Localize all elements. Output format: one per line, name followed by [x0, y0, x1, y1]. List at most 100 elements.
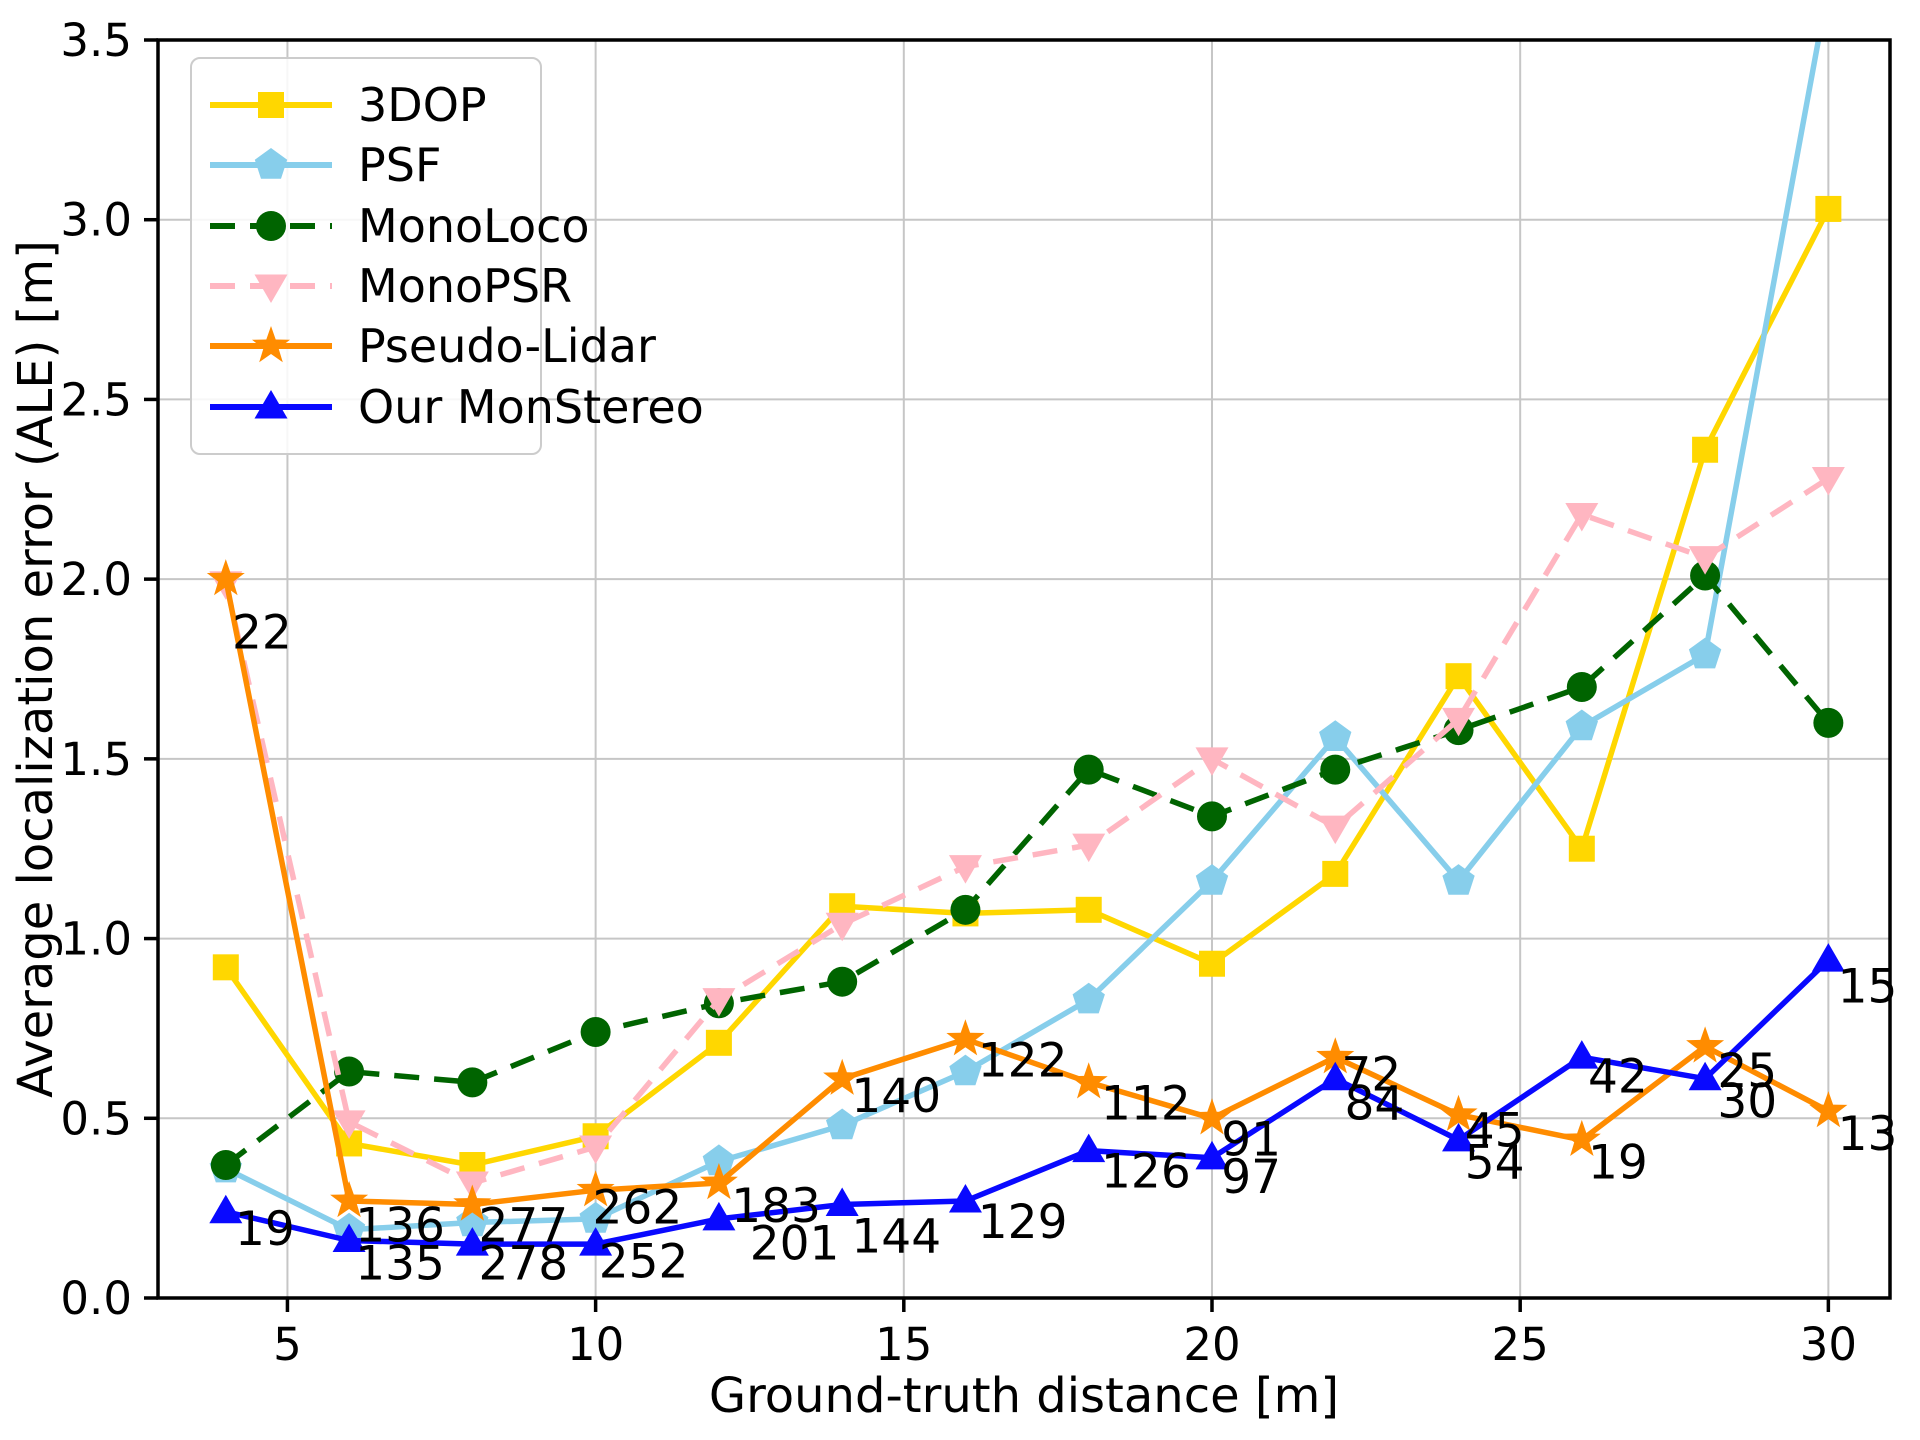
x-tick-label-25: 25 [1492, 1318, 1549, 1371]
y-tick-label-2: 2.0 [60, 553, 132, 606]
series-marker-monopsr-14 [825, 912, 859, 942]
y-tick-label-3.5: 3.5 [60, 14, 132, 67]
series-marker-pseudo-lidar-10 [576, 1170, 615, 1207]
y-tick-label-0.5: 0.5 [60, 1092, 132, 1145]
legend-label: 3DOP [358, 78, 487, 133]
series-marker-monopsr-18 [1072, 833, 1106, 863]
series-marker-3dop-24 [1445, 663, 1472, 690]
count-annotation-26: 15 [1838, 960, 1898, 1015]
series-marker-monopsr-24 [1442, 707, 1476, 737]
count-annotation-14: 112 [1101, 1076, 1191, 1131]
count-annotation-6: 262 [593, 1181, 683, 1236]
y-tick-label-3: 3.0 [60, 194, 132, 247]
series-marker-pseudo-lidar-12 [699, 1163, 738, 1200]
x-tick-label-15: 15 [875, 1318, 932, 1371]
legend-item-3dop: 3DOP [206, 75, 522, 135]
series-marker-psf-12 [702, 1144, 736, 1176]
series-marker-psf-14 [826, 1108, 859, 1140]
data-series [206, 40, 1848, 1256]
legend-label: PSF [358, 138, 442, 193]
count-annotation-19: 84 [1345, 1076, 1405, 1131]
series-marker-our-monstereo-4 [209, 1194, 243, 1224]
y-tick-label-1.5: 1.5 [60, 733, 132, 786]
legend-item-our-monstereo: Our MonStereo [206, 377, 704, 437]
series-marker-pseudo-lidar-26 [1562, 1119, 1601, 1156]
series-marker-psf-24 [1442, 864, 1475, 895]
x-tick-label-20: 20 [1183, 1318, 1240, 1371]
legend-item-monoloco: MonoLoco [206, 196, 590, 256]
series-marker-3dop-22 [1322, 860, 1349, 887]
series-marker-pseudo-lidar-14 [823, 1058, 862, 1095]
count-annotation-9: 201 [750, 1217, 840, 1272]
series-marker-pseudo-lidar-8 [453, 1184, 492, 1221]
series-marker-our-monstereo-12 [702, 1201, 736, 1231]
series-marker-our-monstereo-20 [1195, 1140, 1229, 1170]
series-marker-our-monstereo-28 [1688, 1061, 1722, 1091]
y-tick-label-1: 1.0 [60, 913, 132, 966]
series-marker-pseudo-lidar-28 [1686, 1026, 1725, 1063]
series-marker-3dop-18 [1075, 896, 1102, 923]
y-axis-label: Average localization error (ALE) [m] [8, 240, 64, 1098]
legend-swatch-monoloco [210, 210, 332, 241]
series-marker-pseudo-lidar-18 [1069, 1062, 1108, 1099]
series-marker-monopsr-22 [1318, 815, 1352, 845]
series-marker-psf-18 [1072, 982, 1105, 1014]
series-marker-psf-26 [1565, 709, 1598, 741]
series-marker-monoloco-8 [457, 1067, 488, 1098]
series-marker-3dop-4 [212, 954, 239, 981]
series-marker-our-monstereo-18 [1072, 1133, 1106, 1163]
series-marker-psf-10 [579, 1201, 612, 1233]
series-marker-our-monstereo-14 [825, 1187, 859, 1217]
series-line-3dop [223, 207, 1831, 1168]
legend-item-pseudo-lidar: Pseudo-Lidar [206, 316, 656, 376]
x-tick-label-30: 30 [1800, 1318, 1857, 1371]
legend-item-psf: PSF [206, 135, 522, 195]
count-annotation-7: 252 [599, 1235, 689, 1290]
legend-marker-3dop [258, 92, 284, 119]
series-marker-our-monstereo-8 [455, 1227, 489, 1256]
series-line-our-monstereo [225, 958, 1831, 1247]
series-marker-monoloco-30 [1813, 707, 1844, 738]
series-marker-monopsr-26 [1565, 502, 1599, 532]
legend-marker-monoloco [256, 210, 286, 241]
legend-swatch-psf [210, 148, 332, 180]
series-marker-monoloco-10 [580, 1017, 611, 1048]
count-annotation-5: 278 [479, 1236, 569, 1291]
count-annotation-15: 126 [1101, 1145, 1191, 1200]
legend-swatch-our-monstereo [210, 389, 332, 419]
legend-item-monopsr: MonoPSR [206, 256, 572, 316]
y-tick-label-0: 0.0 [60, 1272, 132, 1325]
count-annotation-25: 30 [1717, 1075, 1777, 1130]
count-annotation-0: 22 [232, 606, 292, 661]
series-marker-3dop-12 [705, 1029, 732, 1056]
series-marker-psf-20 [1195, 864, 1229, 895]
series-marker-monoloco-14 [827, 966, 858, 997]
count-annotation-1: 19 [235, 1202, 295, 1257]
legend-label: MonoPSR [358, 259, 573, 314]
series-marker-monopsr-28 [1688, 546, 1722, 575]
count-annotation-27: 13 [1838, 1107, 1898, 1162]
legend-marker-psf [254, 148, 288, 180]
series-marker-3dop-30 [1815, 195, 1842, 222]
series-marker-monopsr-6 [332, 1110, 366, 1139]
count-annotation-23: 19 [1588, 1136, 1648, 1191]
series-marker-psf-16 [949, 1054, 982, 1086]
series-marker-pseudo-lidar-4 [206, 559, 245, 596]
series-marker-monopsr-30 [1811, 467, 1845, 496]
series-marker-pseudo-lidar-30 [1809, 1091, 1848, 1128]
series-line-monoloco [224, 572, 1831, 1168]
series-marker-monoloco-16 [950, 894, 981, 925]
series-marker-monopsr-12 [702, 988, 736, 1017]
series-marker-pseudo-lidar-20 [1193, 1098, 1231, 1135]
axes: 5 10 15 20 25 300.00.51.01.52.02.53.03.5 [60, 14, 1892, 1371]
series-marker-3dop-26 [1568, 835, 1595, 862]
series-marker-psf-22 [1319, 720, 1352, 751]
x-tick-label-10: 10 [567, 1318, 624, 1371]
series-marker-monopsr-10 [579, 1135, 613, 1165]
series-marker-3dop-28 [1692, 436, 1719, 463]
count-annotation-4: 277 [479, 1199, 569, 1254]
count-annotation-20: 45 [1465, 1103, 1525, 1158]
y-tick-label-2.5: 2.5 [60, 373, 132, 426]
